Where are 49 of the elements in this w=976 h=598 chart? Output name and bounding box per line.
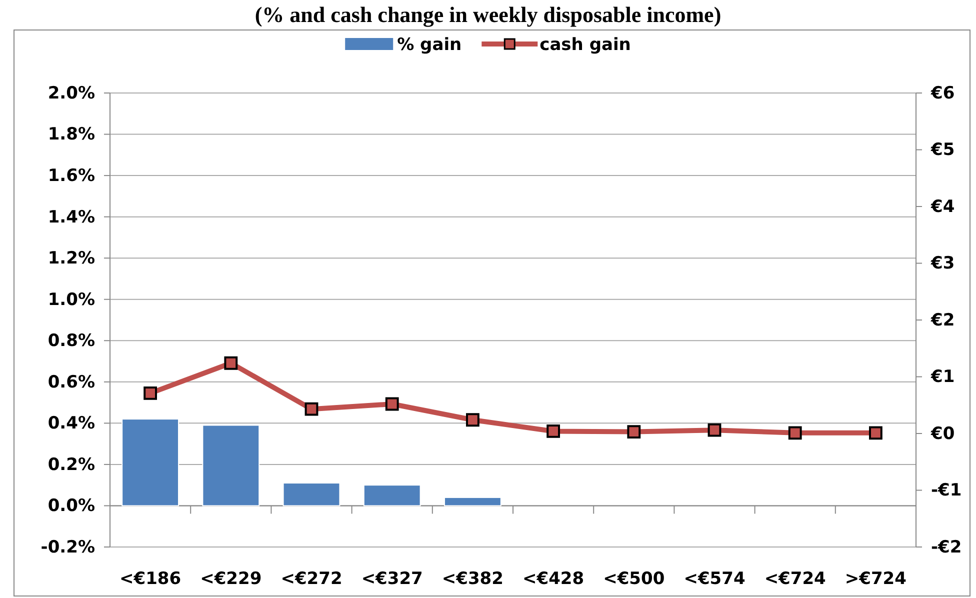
x-tick-label: <€186: [120, 569, 182, 589]
y-tick-label: -0.2%: [40, 537, 95, 558]
y2-tick-label: -€1: [931, 480, 962, 501]
point: [627, 425, 641, 438]
y-tick-label: 0.6%: [48, 372, 95, 392]
x-tick-label: <€327: [361, 569, 423, 589]
chart-title: (% and cash change in weekly disposable income): [254, 2, 722, 27]
y-tick-label: 2.0%: [48, 83, 95, 104]
y-tick-label: 1.0%: [48, 290, 95, 310]
x-tick-label: <€229: [200, 569, 262, 589]
y2-tick-label: €5: [930, 140, 955, 160]
y-tick-label: 1.4%: [48, 207, 95, 228]
y-tick-label: 1.8%: [48, 124, 95, 145]
y-tick-label: 1.6%: [48, 166, 95, 186]
y2-tick-label: €3: [930, 254, 955, 274]
y-tick-label: 0.0%: [48, 496, 95, 516]
y2-tick-label: €6: [930, 83, 955, 104]
y2-tick-label: €4: [930, 196, 955, 217]
bar: [363, 484, 421, 506]
point: [144, 386, 157, 400]
y-tick-label: 0.4%: [48, 414, 95, 434]
y-tick-label: 1.2%: [48, 248, 95, 269]
x-tick-label: <€428: [522, 569, 584, 589]
legend-label: cash gain: [540, 35, 631, 55]
x-tick-label: <€724: [764, 569, 826, 589]
x-tick-label: >€724: [844, 569, 907, 589]
y2-tick-label: -€2: [931, 537, 962, 558]
x-tick-label: <€382: [442, 569, 504, 589]
point: [466, 413, 480, 427]
y-tick-label: 0.8%: [48, 331, 95, 352]
point: [708, 423, 722, 437]
y-tick-label: 0.2%: [48, 454, 95, 475]
point: [304, 402, 318, 416]
y2-tick-label: €2: [930, 310, 955, 330]
point: [869, 426, 882, 440]
x-tick-label: <€500: [603, 569, 665, 589]
x-tick-label: <€574: [684, 569, 746, 589]
point: [224, 356, 238, 370]
bar: [444, 496, 502, 506]
y2-tick-label: €1: [930, 367, 955, 388]
x-tick-label: <€272: [280, 569, 342, 589]
point: [788, 426, 802, 440]
bar: [202, 424, 260, 506]
point: [385, 397, 399, 411]
legend-label: % gain: [397, 35, 462, 55]
bar: [122, 418, 180, 506]
y2-tick-label: €0: [930, 424, 955, 444]
point: [546, 424, 560, 438]
bar: [282, 482, 340, 506]
